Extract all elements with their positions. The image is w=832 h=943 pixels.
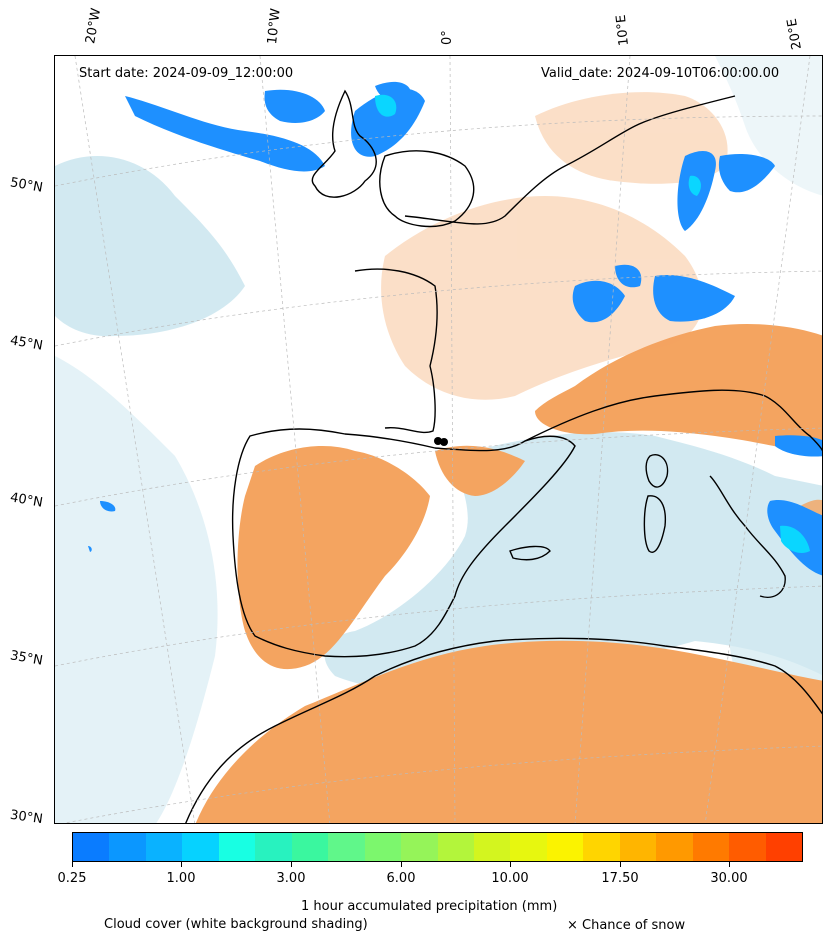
- lat-label-40n: 40°N: [8, 490, 44, 511]
- colorbar-tick: [729, 862, 730, 867]
- graticule: [55, 56, 822, 823]
- cloud-cover-layer: [55, 56, 822, 823]
- lat-label-30n: 30°N: [9, 807, 44, 828]
- map-panel: [54, 55, 823, 824]
- colorbar-tick: [291, 862, 292, 867]
- colorbar-tick-label: 3.00: [276, 871, 306, 886]
- colorbar-tick: [401, 862, 402, 867]
- precipitation-colorbar: [72, 832, 803, 862]
- colorbar-swatch: [729, 833, 766, 861]
- colorbar-swatch: [510, 833, 547, 861]
- valid-date-label: Valid_date: 2024-09-10T06:00:00.00: [541, 66, 780, 81]
- location-marker: [434, 437, 448, 446]
- colorbar-swatch: [218, 833, 256, 861]
- dust-light-layer: [381, 92, 728, 400]
- colorbar-swatch: [401, 833, 438, 861]
- lat-label-45n: 45°N: [8, 333, 44, 354]
- lon-label-10e: 10°E: [613, 13, 632, 47]
- colorbar-swatch: [145, 833, 183, 861]
- colorbar-swatch: [73, 833, 110, 861]
- colorbar-swatch: [182, 833, 219, 861]
- coastlines: [185, 89, 822, 823]
- lon-label-10w: 10°W: [265, 7, 284, 45]
- colorbar-swatch: [692, 833, 730, 861]
- colorbar-tick-label: 6.00: [386, 871, 416, 886]
- cloud-cover-legend: Cloud cover (white background shading): [104, 917, 368, 932]
- colorbar-swatch: [437, 833, 474, 861]
- colorbar-swatch: [328, 833, 365, 861]
- colorbar-tick-label: 0.25: [57, 871, 87, 886]
- lon-label-20e: 20°E: [784, 17, 805, 51]
- colorbar-caption: 1 hour accumulated precipitation (mm): [301, 899, 558, 914]
- colorbar-tick-label: 1.00: [166, 871, 196, 886]
- colorbar-swatch: [291, 833, 329, 861]
- lat-label-50n: 50°N: [8, 175, 44, 196]
- colorbar-tick: [181, 862, 182, 867]
- colorbar-swatch: [656, 833, 693, 861]
- snow-legend: × Chance of snow: [567, 918, 686, 933]
- colorbar-swatch: [765, 833, 803, 861]
- colorbar-swatch: [364, 833, 402, 861]
- colorbar-swatch: [546, 833, 584, 861]
- lat-label-35n: 35°N: [8, 648, 44, 669]
- colorbar-swatch: [109, 833, 146, 861]
- start-date-label: Start date: 2024-09-09_12:00:00: [79, 66, 294, 81]
- lon-label-0: 0°: [440, 30, 455, 45]
- colorbar-swatch: [619, 833, 657, 861]
- colorbar-tick-label: 17.50: [601, 871, 639, 886]
- colorbar-swatch: [255, 833, 292, 861]
- colorbar-tick-label: 10.00: [491, 871, 529, 886]
- colorbar-tick-label: 30.00: [710, 871, 748, 886]
- colorbar-swatch: [473, 833, 511, 861]
- lon-label-20w: 20°W: [83, 7, 105, 46]
- colorbar-tick: [510, 862, 511, 867]
- map-canvas: [55, 56, 822, 823]
- precipitation-heavy-layer: [375, 94, 810, 553]
- colorbar-tick: [72, 862, 73, 867]
- colorbar-swatch: [583, 833, 620, 861]
- colorbar-tick: [620, 862, 621, 867]
